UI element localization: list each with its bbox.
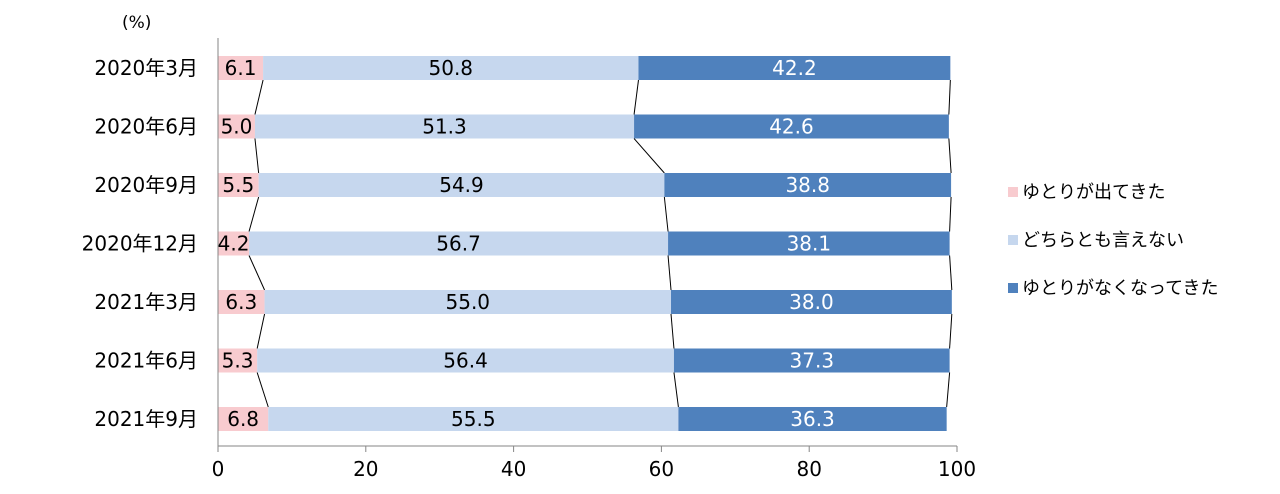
value-label-s1-r2: 54.9 bbox=[439, 173, 484, 197]
bar-segment-s2-r5 bbox=[673, 348, 950, 373]
bar-segment-s1-r6 bbox=[268, 407, 679, 431]
legend-label: ゆとりがなくなってきた bbox=[1022, 278, 1219, 299]
bar-segment-s0-r3 bbox=[218, 231, 250, 256]
series-line-s1-r5 bbox=[673, 372, 679, 408]
value-label-s1-r1: 51.3 bbox=[422, 115, 467, 139]
bar-segment-s1-r5 bbox=[257, 348, 674, 373]
bar-segment-s1-r3 bbox=[249, 231, 669, 256]
value-label-s0-r3: 4.2 bbox=[218, 232, 250, 256]
series-line-s1-r0 bbox=[633, 79, 639, 115]
series-line-s0-r4 bbox=[256, 313, 266, 349]
x-axis: 0 20 40 60 80 100 bbox=[212, 38, 976, 481]
series-line-s2-r3 bbox=[949, 255, 953, 291]
category-label: 2020年12月 bbox=[82, 232, 198, 256]
value-labels: 6.1 50.8 42.2 5.0 51.3 42.6 5.5 54.9 38.8 4.2 56.7… bbox=[218, 56, 835, 431]
bar-segment-s2-r3 bbox=[668, 231, 950, 256]
value-label-s2-r3: 38.1 bbox=[787, 232, 832, 256]
bar-segment-s1-r1 bbox=[254, 114, 635, 139]
series-line-s0-r3 bbox=[248, 255, 266, 291]
value-label-s2-r2: 38.8 bbox=[785, 173, 830, 197]
category-label: 2020年6月 bbox=[94, 115, 198, 139]
value-label-s2-r5: 37.3 bbox=[790, 349, 835, 373]
value-label-s0-r4: 6.3 bbox=[225, 290, 257, 314]
category-labels: 2020年3月 2020年6月 2020年9月 2020年12月 2021年3月 2021… bbox=[82, 56, 198, 431]
bar-segment-s2-r6 bbox=[678, 407, 947, 431]
legend-swatch bbox=[1008, 235, 1018, 245]
value-label-s2-r4: 38.0 bbox=[789, 290, 834, 314]
value-label-s1-r4: 55.0 bbox=[446, 290, 491, 314]
series-line-s0-r2 bbox=[248, 196, 260, 232]
bar-segment-s1-r0 bbox=[263, 56, 639, 80]
series-line-s0-r0 bbox=[254, 79, 264, 115]
value-label-s0-r5: 5.3 bbox=[222, 349, 254, 373]
bar-segment-s0-r2 bbox=[218, 173, 259, 197]
legend-label: ゆとりが出てきた bbox=[1022, 182, 1165, 203]
bar-segment-s1-r2 bbox=[258, 173, 665, 197]
value-label-s1-r0: 50.8 bbox=[429, 56, 474, 80]
value-label-s0-r1: 5.0 bbox=[221, 115, 253, 139]
value-label-s2-r1: 42.6 bbox=[769, 115, 814, 139]
bar-segment-s0-r0 bbox=[218, 56, 264, 80]
series-line-s0-r5 bbox=[256, 372, 269, 408]
value-label-s0-r6: 6.8 bbox=[227, 407, 259, 431]
value-label-s2-r6: 36.3 bbox=[790, 407, 835, 431]
x-tick-label: 0 bbox=[212, 457, 225, 481]
bar-segment-s1-r4 bbox=[264, 290, 672, 314]
series-line-s2-r2 bbox=[949, 196, 952, 232]
series-line-s1-r2 bbox=[663, 196, 669, 232]
bar-segment-s2-r4 bbox=[671, 290, 952, 314]
legend-swatch bbox=[1008, 283, 1018, 293]
value-label-s0-r0: 6.1 bbox=[225, 56, 257, 80]
x-tick-label: 20 bbox=[353, 457, 378, 481]
series-line-s2-r5 bbox=[946, 372, 951, 408]
bars bbox=[218, 56, 952, 431]
unit-label: (%) bbox=[122, 13, 151, 33]
category-label: 2020年3月 bbox=[94, 56, 198, 80]
bar-segment-s0-r1 bbox=[218, 114, 255, 139]
series-lines bbox=[248, 79, 953, 408]
series-line-s2-r0 bbox=[948, 79, 951, 115]
series-line-s1-r4 bbox=[670, 313, 675, 349]
bar-segment-s2-r0 bbox=[638, 56, 951, 80]
x-tick-label: 40 bbox=[501, 457, 526, 481]
bar-segment-s0-r4 bbox=[218, 290, 265, 314]
bar-segment-s0-r5 bbox=[218, 348, 258, 373]
series-line-s2-r4 bbox=[949, 313, 953, 349]
value-label-s1-r3: 56.7 bbox=[436, 232, 481, 256]
value-label-s2-r0: 42.2 bbox=[772, 56, 817, 80]
bar-segment-s0-r6 bbox=[218, 407, 269, 431]
x-tick-label: 100 bbox=[938, 457, 976, 481]
bar-segment-s2-r1 bbox=[634, 114, 949, 139]
legend-label: どちらとも言えない bbox=[1022, 230, 1184, 251]
bar-segment-s2-r2 bbox=[664, 173, 952, 197]
value-label-s1-r6: 55.5 bbox=[451, 407, 496, 431]
x-tick-label: 60 bbox=[649, 457, 674, 481]
category-label: 2020年9月 bbox=[94, 173, 198, 197]
category-label: 2021年9月 bbox=[94, 407, 198, 431]
series-line-s1-r1 bbox=[633, 138, 665, 174]
series-line-s0-r1 bbox=[254, 138, 260, 174]
legend-swatch bbox=[1008, 187, 1018, 197]
x-tick-label: 80 bbox=[796, 457, 821, 481]
category-label: 2021年6月 bbox=[94, 349, 198, 373]
series-line-s2-r1 bbox=[948, 138, 952, 174]
series-line-s1-r3 bbox=[667, 255, 672, 291]
value-label-s1-r5: 56.4 bbox=[443, 349, 488, 373]
category-label: 2021年3月 bbox=[94, 290, 198, 314]
value-label-s0-r2: 5.5 bbox=[222, 173, 254, 197]
